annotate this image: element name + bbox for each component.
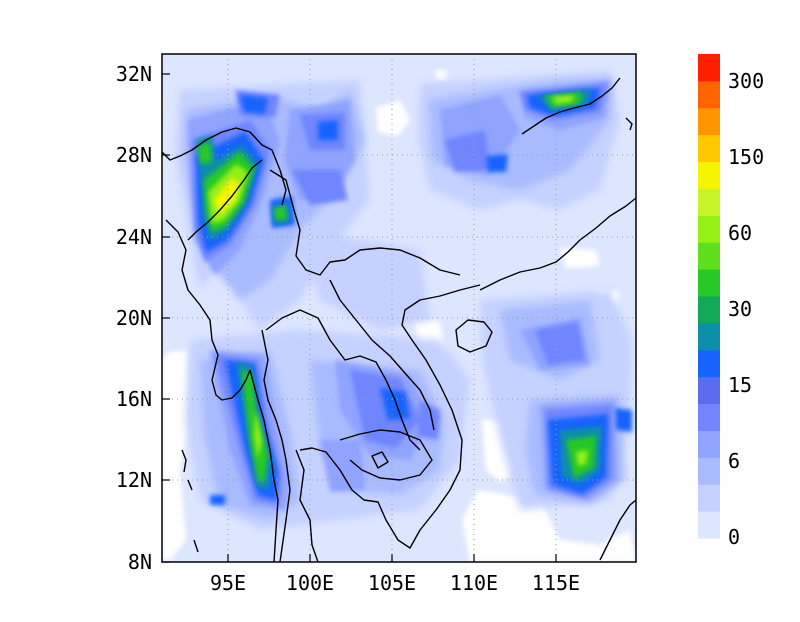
colorbar-label: 300 [728,69,764,93]
colorbar-label: 30 [728,297,752,321]
colorbar-label: 6 [728,449,740,473]
latitude-labels: 32N 28N 24N 20N 16N 12N 8N [116,62,152,574]
colorbar-swatch [698,242,720,270]
no-rain-areas [162,70,636,562]
colorbar-label: 150 [728,145,764,169]
lat-label: 12N [116,468,152,492]
lat-label: 16N [116,387,152,411]
lon-label: 105E [368,571,416,595]
colorbar-label: 0 [728,525,740,549]
colorbar-swatch [698,161,720,189]
colorbar-swatch [698,54,720,82]
precip-level-100 [214,178,240,214]
precipitation-field [162,54,636,562]
lon-label: 100E [286,571,334,595]
colorbar [698,54,720,539]
colorbar-swatch [698,484,720,512]
colorbar-swatch [698,134,720,163]
lat-label: 20N [116,306,152,330]
colorbar-swatch [698,296,720,324]
colorbar-swatch [698,215,720,243]
colorbar-swatch [698,403,720,431]
colorbar-label: 60 [728,221,752,245]
lon-label: 115E [532,571,580,595]
lat-label: 28N [116,143,152,167]
lon-label: 110E [450,571,498,595]
axis-ticks [162,73,557,563]
longitude-labels: 95E 100E 105E 110E 115E [210,571,580,595]
lat-label: 8N [128,550,152,574]
lat-label: 24N [116,225,152,249]
colorbar-swatch [698,349,720,378]
plot-frame [161,53,637,563]
gridlines [162,54,636,562]
lat-label: 32N [116,62,152,86]
colorbar-swatch [698,188,720,216]
colorbar-swatch [698,457,720,485]
colorbar-swatch [698,269,720,297]
colorbar-swatch [698,511,720,539]
colorbar-swatch [698,376,720,405]
lon-label: 95E [210,571,246,595]
colorbar-swatch [698,80,720,109]
colorbar-labels: 300 150 60 30 15 6 0 [728,69,764,549]
coastlines [162,77,636,562]
colorbar-swatch [698,322,720,351]
colorbar-swatch [698,107,720,136]
colorbar-swatch [698,430,720,458]
colorbar-label: 15 [728,373,752,397]
